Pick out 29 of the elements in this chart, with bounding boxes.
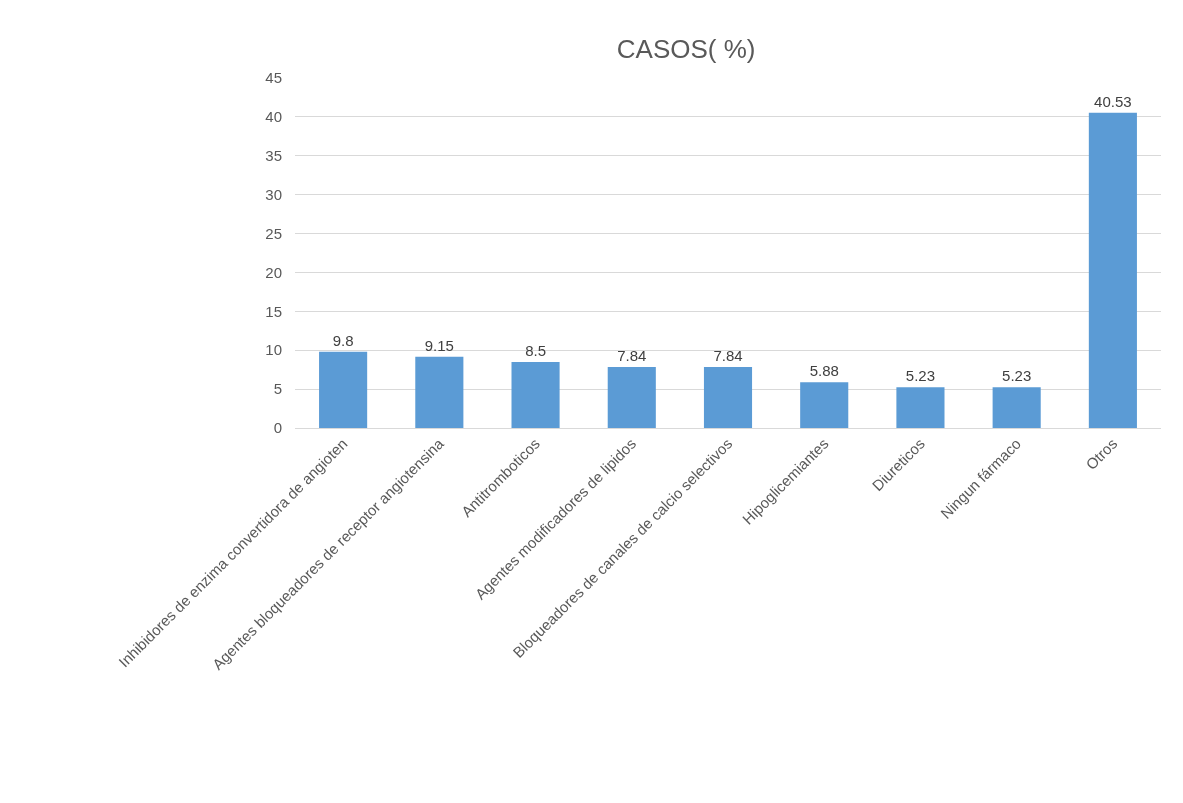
- data-label: 40.53: [1094, 92, 1132, 110]
- data-label: 8.5: [525, 341, 546, 359]
- bar: [992, 387, 1041, 428]
- y-tick-label: 10: [265, 341, 282, 359]
- chart-title: CASOS( %): [616, 34, 756, 65]
- bar: [511, 361, 560, 428]
- bar: [607, 367, 656, 428]
- bar: [319, 351, 368, 428]
- data-label: 5.23: [1002, 367, 1032, 385]
- bar: [1088, 112, 1137, 428]
- data-label: 5.88: [809, 362, 839, 380]
- data-label: 7.84: [713, 347, 743, 365]
- y-tick-label: 0: [273, 419, 282, 437]
- y-tick-label: 5: [273, 380, 282, 398]
- bar: [415, 356, 464, 428]
- y-tick-label: 25: [265, 224, 282, 242]
- data-label: 9.8: [332, 331, 354, 349]
- data-label: 9.15: [424, 336, 454, 354]
- bar: [800, 382, 849, 428]
- y-tick-label: 30: [265, 185, 282, 203]
- y-tick-label: 15: [265, 302, 282, 320]
- y-tick-label: 40: [265, 108, 282, 126]
- y-tick-label: 35: [265, 147, 282, 165]
- bar: [703, 367, 753, 428]
- y-tick-label: 45: [265, 69, 282, 87]
- data-label: 5.23: [905, 367, 936, 385]
- bar: [896, 387, 945, 428]
- y-tick-label: 20: [265, 263, 282, 281]
- data-label: 7.84: [617, 347, 647, 365]
